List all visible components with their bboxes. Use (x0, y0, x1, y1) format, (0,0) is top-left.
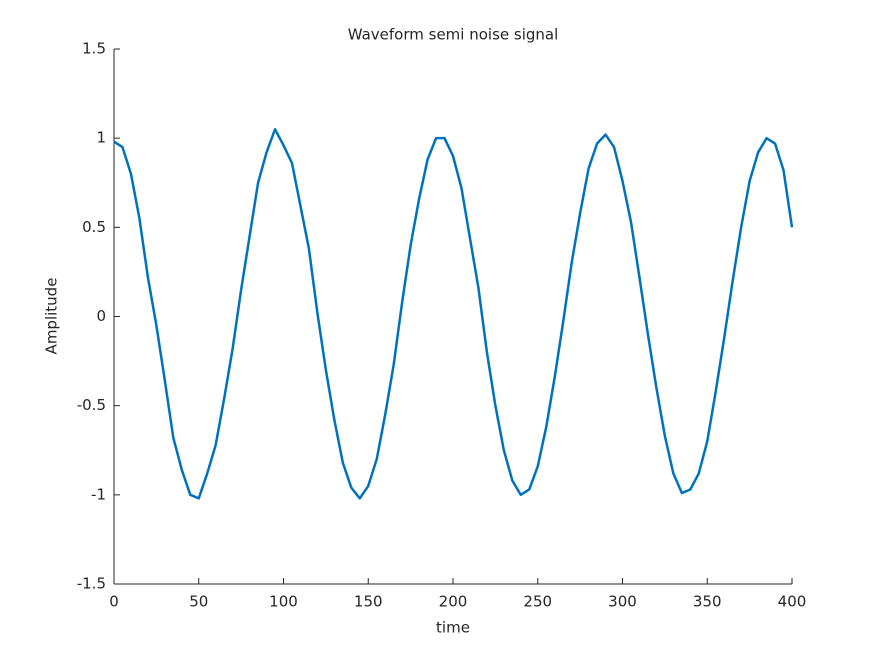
chart-title: Waveform semi noise signal (348, 26, 559, 44)
x-tick-label: 100 (269, 593, 298, 611)
x-tick-label: 250 (523, 593, 552, 611)
x-tick-label: 150 (354, 593, 383, 611)
x-tick-label: 50 (189, 593, 208, 611)
x-tick-label: 300 (608, 593, 637, 611)
x-tick-label: 0 (109, 593, 119, 611)
x-tick-label: 400 (778, 593, 807, 611)
y-axis-label: Amplitude (43, 278, 61, 355)
y-tick-label: -1 (91, 485, 106, 503)
line-series (113, 128, 794, 500)
x-axis-label: time (436, 619, 470, 637)
y-tick-label: -0.5 (77, 396, 106, 414)
x-tick-label: 350 (693, 593, 722, 611)
y-tick-label: 1.5 (82, 40, 106, 58)
y-tick-label: 0 (96, 307, 106, 325)
x-tick-label: 200 (439, 593, 468, 611)
y-tick-label: 1 (96, 129, 106, 147)
y-tick-label: 0.5 (82, 218, 106, 236)
y-tick-label: -1.5 (77, 575, 106, 593)
